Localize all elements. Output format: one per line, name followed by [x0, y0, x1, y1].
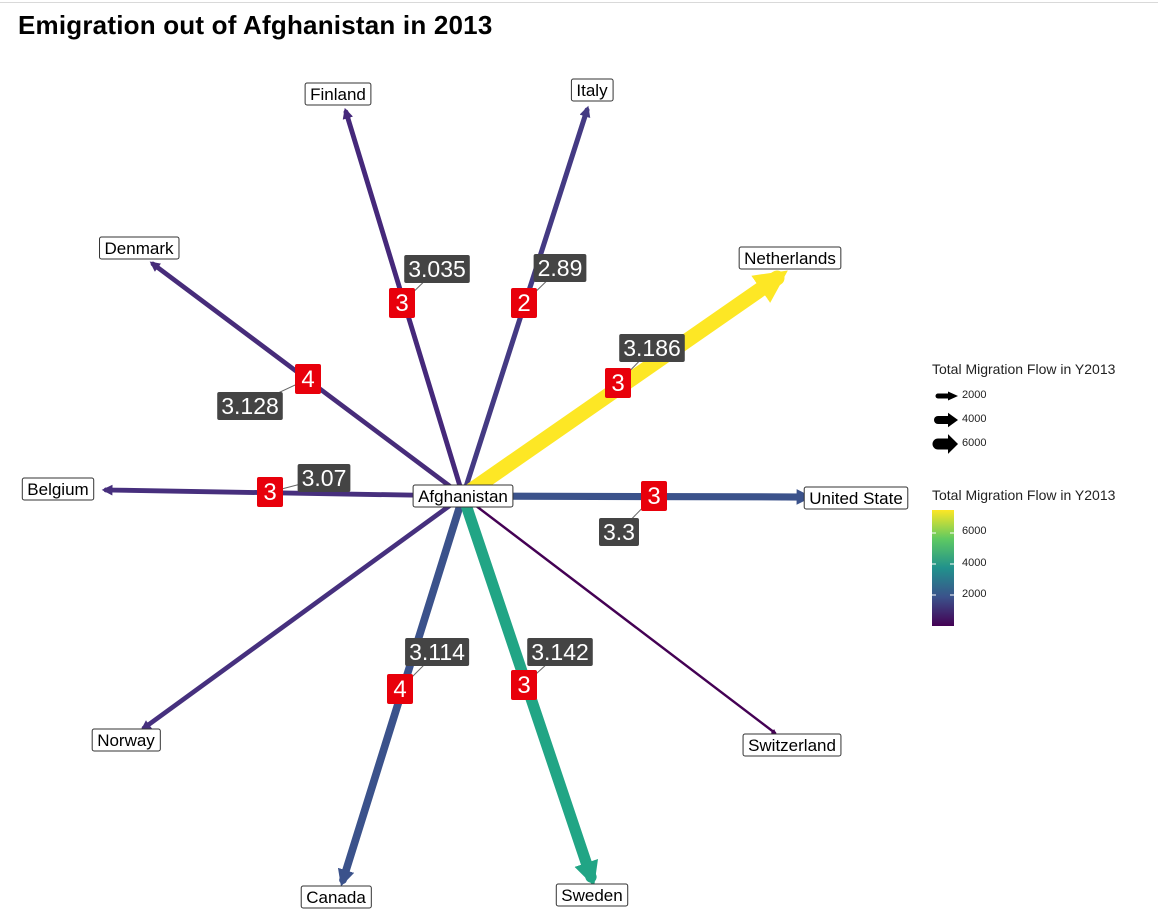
route-id-badge: 3	[257, 477, 283, 507]
node-label-text: Norway	[97, 731, 155, 750]
value-label: 2.89	[538, 255, 583, 281]
value-label: 3.186	[623, 335, 681, 361]
node-label-text: Switzerland	[748, 736, 836, 755]
edge-to-switzerland	[461, 494, 777, 735]
node-label-text: Afghanistan	[418, 487, 508, 506]
route-id-badge: 3	[641, 481, 667, 511]
route-id-label: 2	[517, 290, 530, 317]
size-legend-label: 4000	[962, 413, 987, 425]
value-badge: 3.142	[523, 638, 593, 686]
nodes-layer: Finland Italy Netherlands Denmark Belgium Uni…	[21, 78, 909, 909]
route-id-badge: 3	[605, 368, 631, 398]
top-divider	[0, 2, 1158, 3]
edge-to-united-state	[459, 489, 813, 505]
node-switzerland: Switzerland	[742, 733, 842, 757]
edge-to-norway	[140, 493, 466, 731]
node-belgium: Belgium	[21, 477, 95, 501]
size-legend-key	[932, 434, 958, 454]
node-united-state: United State	[803, 486, 909, 510]
route-id-label: 3	[263, 479, 276, 506]
size-legend-label: 6000	[962, 437, 987, 449]
node-finland: Finland	[304, 82, 372, 106]
node-label-text: Finland	[310, 85, 366, 104]
size-legend-title: Total Migration Flow in Y2013	[932, 361, 1116, 377]
size-legend-key	[934, 412, 958, 428]
color-legend-label: 2000	[962, 588, 987, 600]
node-canada: Canada	[300, 885, 372, 909]
legend	[932, 391, 958, 626]
colorbar	[932, 510, 954, 626]
edge-to-belgium	[101, 484, 466, 499]
value-badge: 3.07	[269, 464, 351, 493]
color-legend-label: 4000	[962, 557, 987, 569]
node-afghanistan: Afghanistan	[412, 484, 514, 508]
node-norway: Norway	[91, 728, 161, 752]
node-label-text: Netherlands	[744, 249, 836, 268]
node-label-text: Italy	[576, 81, 608, 100]
node-sweden: Sweden	[555, 883, 629, 907]
value-label: 3.142	[531, 639, 589, 665]
route-id-badge: 2	[511, 288, 537, 318]
value-badge: 3.114	[399, 638, 470, 690]
route-id-badge: 4	[387, 674, 413, 704]
route-id-badge: 3	[389, 288, 415, 318]
size-legend-label: 2000	[962, 389, 987, 401]
route-id-label: 3	[647, 483, 660, 510]
route-id-label: 4	[301, 366, 314, 393]
value-label: 3.114	[409, 639, 465, 665]
node-label-text: United State	[809, 489, 903, 508]
node-denmark: Denmark	[99, 236, 180, 260]
value-label: 3.128	[221, 393, 279, 419]
node-label-text: Belgium	[27, 480, 88, 499]
chart-title: Emigration out of Afghanistan in 2013	[18, 10, 493, 40]
node-netherlands: Netherlands	[738, 246, 842, 270]
node-italy: Italy	[570, 78, 614, 102]
size-legend-key	[935, 391, 958, 401]
value-label: 3.035	[408, 256, 466, 282]
value-label: 3.3	[603, 519, 635, 545]
value-badge: 3.186	[617, 334, 685, 384]
route-id-label: 3	[611, 370, 624, 397]
value-label: 3.07	[302, 465, 347, 491]
route-id-label: 3	[517, 672, 530, 699]
value-badge: 3.128	[217, 378, 309, 420]
route-id-label: 4	[393, 676, 406, 703]
color-legend-label: 6000	[962, 525, 987, 537]
color-legend-title: Total Migration Flow in Y2013	[932, 487, 1116, 503]
node-label-text: Denmark	[105, 239, 174, 258]
node-label-text: Canada	[306, 888, 366, 907]
value-badge: 2.89	[523, 254, 587, 304]
route-id-badge: 3	[511, 670, 537, 700]
route-id-badge: 4	[295, 364, 321, 394]
route-id-label: 3	[395, 290, 408, 317]
node-label-text: Sweden	[561, 886, 622, 905]
